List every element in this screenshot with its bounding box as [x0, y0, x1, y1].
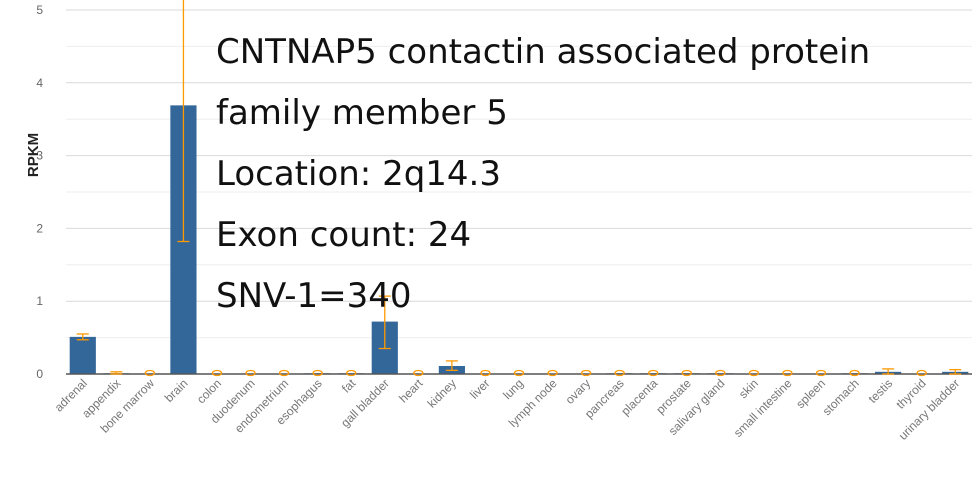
error-marker — [413, 369, 424, 377]
y-tick-label: 1 — [36, 294, 43, 308]
x-tick-label: placenta — [618, 376, 660, 418]
error-marker — [547, 369, 558, 377]
x-tick-label: skin — [736, 376, 761, 401]
y-axis-label: RPKM — [25, 133, 42, 177]
error-marker — [916, 369, 927, 377]
error-marker — [748, 369, 760, 377]
x-tick-label: ovary — [563, 376, 594, 407]
y-tick-label: 2 — [36, 221, 43, 235]
error-marker — [614, 369, 625, 377]
error-marker — [346, 369, 357, 377]
error-marker — [211, 369, 223, 377]
error-marker — [681, 369, 692, 377]
x-tick-label: lung — [500, 376, 526, 402]
y-tick-label: 5 — [36, 3, 43, 17]
x-tick-label: liver — [467, 376, 492, 401]
y-tick-label: 4 — [36, 76, 43, 90]
error-marker — [312, 369, 323, 377]
error-marker — [782, 369, 793, 377]
x-tick-label: colon — [194, 376, 224, 406]
x-tick-label: fat — [339, 376, 359, 396]
x-tick-label: brain — [162, 376, 191, 405]
x-tick-label: urinary bladder — [896, 376, 963, 443]
error-marker — [648, 369, 659, 377]
error-marker — [144, 369, 156, 377]
x-tick-label: testis — [866, 376, 896, 406]
error-marker — [715, 369, 726, 377]
bar-adrenal — [69, 336, 96, 374]
y-tick-label: 3 — [36, 149, 43, 163]
error-marker — [278, 369, 290, 377]
error-marker — [480, 369, 491, 377]
x-tick-label: kidney — [425, 376, 459, 410]
x-tick-label: heart — [396, 376, 426, 406]
error-marker — [815, 369, 827, 377]
error-marker — [580, 369, 592, 377]
error-marker — [245, 369, 256, 377]
x-tick-label: stomach — [820, 376, 862, 418]
y-tick-label: 0 — [36, 367, 43, 381]
error-marker — [513, 369, 525, 377]
error-marker — [849, 369, 860, 377]
